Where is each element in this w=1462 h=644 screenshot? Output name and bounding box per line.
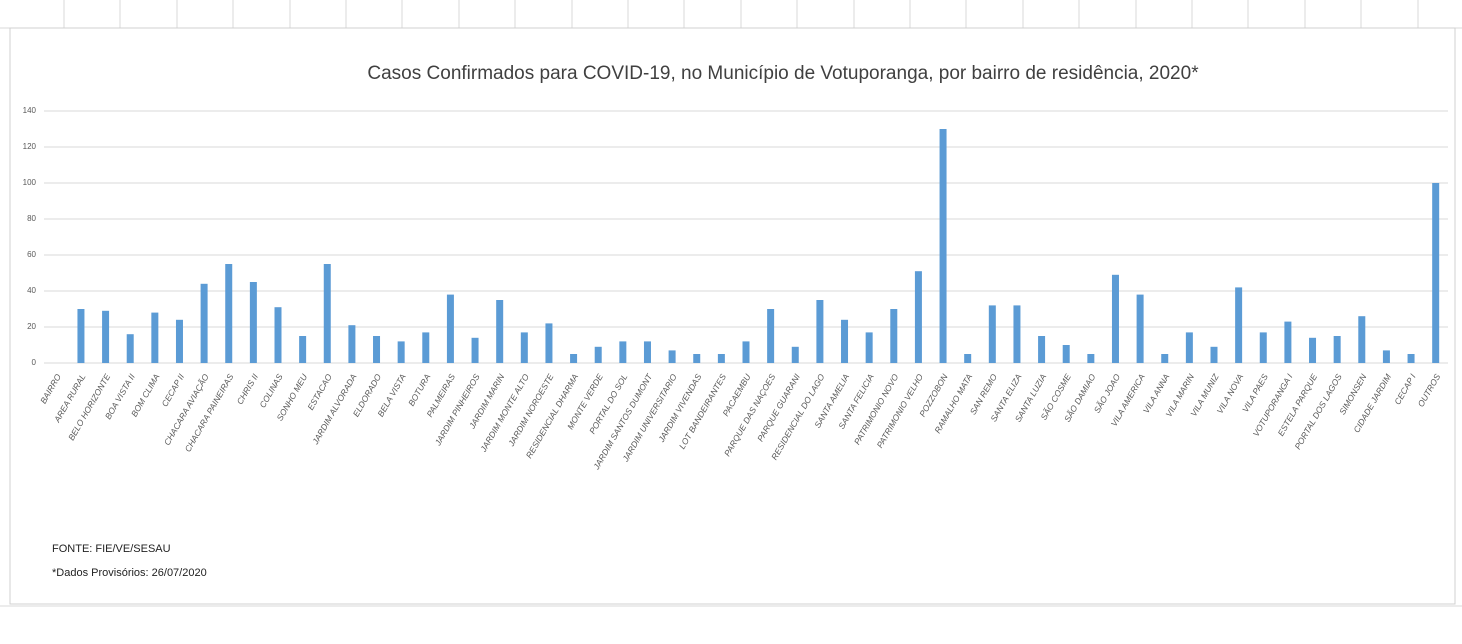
bar: [791, 346, 799, 363]
bar: [964, 354, 972, 363]
bar: [1284, 321, 1292, 363]
bar: [175, 319, 183, 363]
bar: [348, 325, 356, 363]
bar: [1235, 287, 1243, 363]
bar: [299, 336, 307, 363]
bar: [545, 323, 553, 363]
bar: [865, 332, 873, 363]
y-tick-label: 0: [32, 358, 37, 367]
bar: [1210, 346, 1218, 363]
bar: [77, 309, 85, 363]
bar: [126, 334, 134, 363]
y-tick-label: 60: [27, 250, 36, 259]
bar: [471, 337, 479, 363]
bar: [643, 341, 651, 363]
bar: [1161, 354, 1169, 363]
bar: [668, 350, 676, 363]
y-tick-label: 40: [27, 286, 36, 295]
bar: [1259, 332, 1267, 363]
bar: [1309, 337, 1317, 363]
bar: [914, 271, 922, 363]
bar: [1038, 336, 1046, 363]
bar: [323, 264, 331, 363]
bar: [841, 319, 849, 363]
note: *Dados Provisórios: 26/07/2020: [52, 567, 207, 579]
bar: [1432, 183, 1440, 363]
bar: [1013, 305, 1021, 363]
bar: [397, 341, 405, 363]
bar: [446, 294, 454, 363]
y-tick-label: 120: [23, 142, 37, 151]
y-tick-label: 100: [23, 178, 37, 187]
bar: [373, 336, 381, 363]
bar: [151, 312, 159, 363]
bar: [422, 332, 430, 363]
chart-title: Casos Confirmados para COVID-19, no Muni…: [367, 63, 1199, 84]
bar: [742, 341, 750, 363]
y-tick-label: 80: [27, 214, 36, 223]
bar: [200, 283, 208, 363]
bar: [939, 129, 947, 363]
bar: [1382, 350, 1390, 363]
bar: [1111, 274, 1119, 363]
bar: [496, 300, 504, 363]
bar: [693, 354, 701, 363]
bar: [1062, 345, 1070, 363]
bar: [225, 264, 233, 363]
bar: [1185, 332, 1193, 363]
y-tick-label: 20: [27, 322, 36, 331]
y-tick-label: 140: [23, 106, 37, 115]
bar: [1358, 316, 1366, 363]
bar: [767, 309, 775, 363]
bar: [1136, 294, 1144, 363]
bar: [570, 354, 578, 363]
bar: [988, 305, 996, 363]
bar: [890, 309, 898, 363]
bar: [1407, 354, 1415, 363]
bar: [619, 341, 627, 363]
bar: [594, 346, 602, 363]
bar: [274, 307, 282, 363]
source: FONTE: FIE/VE/SESAU: [52, 543, 171, 555]
bar: [717, 354, 725, 363]
bar: [1087, 354, 1095, 363]
bar: [1333, 336, 1341, 363]
bar: [520, 332, 528, 363]
bar: [816, 300, 824, 363]
bar: [249, 282, 257, 363]
bar: [102, 310, 110, 363]
